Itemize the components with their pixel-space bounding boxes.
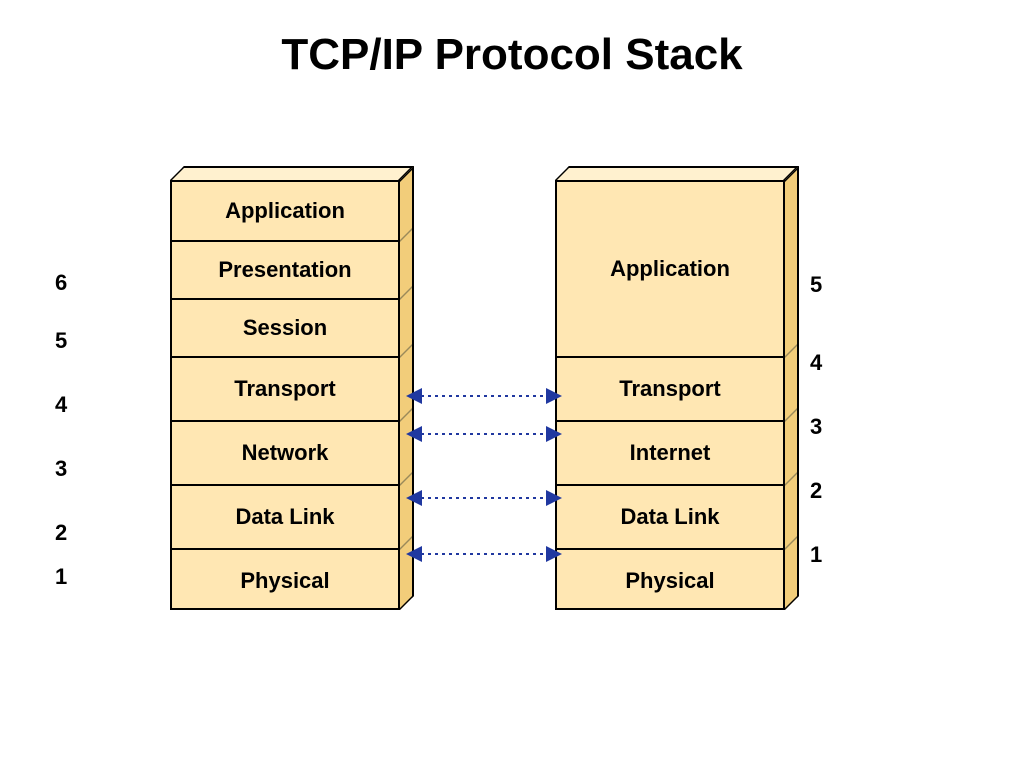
tcpip-layer: Application: [557, 182, 783, 356]
osi-stack-side-face: [400, 166, 414, 610]
osi-layer-number: 5: [55, 328, 67, 354]
osi-layer: Physical: [172, 548, 398, 612]
osi-layer-number: 2: [55, 520, 67, 546]
osi-side-divider: [400, 228, 412, 242]
osi-layer: Application: [172, 182, 398, 240]
osi-layer: Transport: [172, 356, 398, 420]
tcpip-layer-number: 2: [810, 478, 822, 504]
tcpip-stack: ApplicationTransportInternetData LinkPhy…: [555, 180, 799, 624]
tcpip-layer-number: 1: [810, 542, 822, 568]
tcpip-side-divider: [785, 536, 797, 550]
tcpip-stack-side-face: [785, 166, 799, 610]
tcpip-stack-top-face: [555, 166, 799, 180]
tcpip-layer-number: 5: [810, 272, 822, 298]
osi-layer: Network: [172, 420, 398, 484]
osi-side-divider: [400, 472, 412, 486]
osi-stack-front-face: ApplicationPresentationSessionTransportN…: [170, 180, 400, 610]
layer-connectors: [0, 0, 1024, 767]
osi-stack-top-face: [170, 166, 414, 180]
tcpip-layer: Physical: [557, 548, 783, 612]
tcpip-layer-number: 3: [810, 414, 822, 440]
page-title: TCP/IP Protocol Stack: [0, 30, 1024, 80]
osi-layer: Data Link: [172, 484, 398, 548]
osi-layer-number: 1: [55, 564, 67, 590]
osi-side-divider: [400, 344, 412, 358]
tcpip-layer: Transport: [557, 356, 783, 420]
osi-layer: Session: [172, 298, 398, 356]
tcpip-side-divider: [785, 472, 797, 486]
tcpip-side-divider: [785, 344, 797, 358]
tcpip-layer-number: 4: [810, 350, 822, 376]
osi-layer-number: 6: [55, 270, 67, 296]
osi-side-divider: [400, 408, 412, 422]
tcpip-side-divider: [785, 408, 797, 422]
osi-layer-number: 3: [55, 456, 67, 482]
osi-stack: ApplicationPresentationSessionTransportN…: [170, 180, 414, 624]
osi-layer: Presentation: [172, 240, 398, 298]
osi-layer-number: 4: [55, 392, 67, 418]
tcpip-stack-front-face: ApplicationTransportInternetData LinkPhy…: [555, 180, 785, 610]
osi-side-divider: [400, 286, 412, 300]
tcpip-layer: Data Link: [557, 484, 783, 548]
tcpip-layer: Internet: [557, 420, 783, 484]
osi-side-divider: [400, 536, 412, 550]
